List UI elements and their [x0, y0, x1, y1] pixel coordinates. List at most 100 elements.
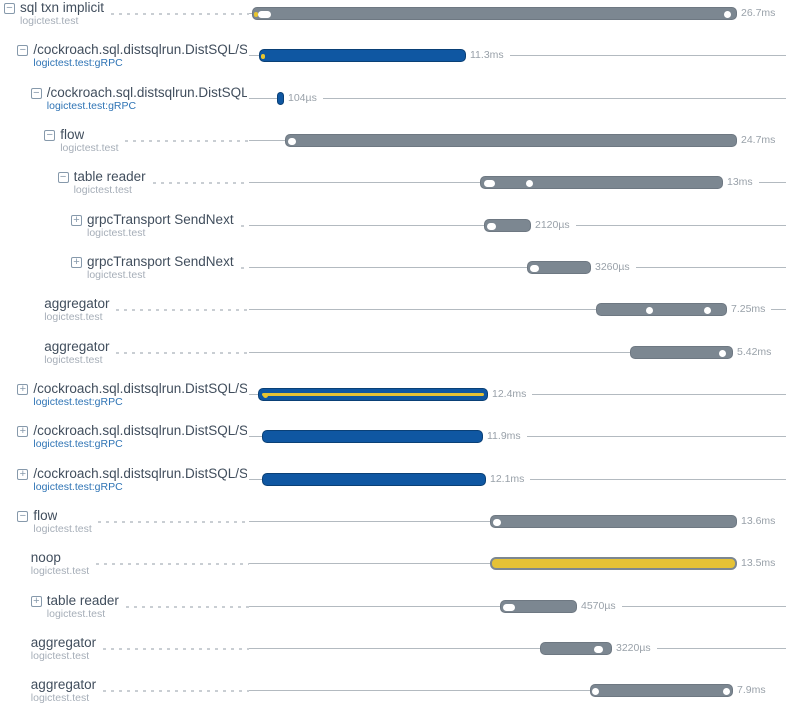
span-duration-bar[interactable]: [490, 514, 737, 528]
span-service-label: logictest.test:gRPC: [46, 99, 137, 112]
expand-icon[interactable]: +: [71, 256, 82, 268]
leading-line: [249, 436, 262, 438]
trailing-line: [532, 393, 786, 395]
trace-row: − /cockroach.sql.distsqlrun.DistSQL/Setu…: [0, 86, 786, 128]
collapse-icon[interactable]: −: [30, 87, 42, 99]
span-duration-bar[interactable]: [277, 91, 284, 105]
duration-label: 104µs: [288, 91, 317, 104]
span-name[interactable]: flow: [60, 127, 85, 142]
span-duration-bar[interactable]: [480, 176, 723, 190]
leader-dashes: [98, 520, 249, 523]
duration-label: 13.5ms: [741, 557, 776, 570]
span-duration-bar[interactable]: [630, 345, 733, 359]
span-name[interactable]: /cockroach.sql.distsqlrun.DistSQL/SetupF…: [33, 43, 247, 58]
span-duration-bar[interactable]: [262, 472, 486, 486]
leading-line: [249, 266, 527, 268]
leading-line: [249, 224, 484, 226]
trailing-line: [657, 647, 786, 649]
leader-dashes: [103, 647, 249, 650]
trailing-line: [323, 97, 786, 99]
span-name[interactable]: sql txn implicit: [20, 1, 105, 15]
span-service-label: logictest.test:gRPC: [33, 480, 123, 493]
span-name[interactable]: /cockroach.sql.distsqlrun.DistSQL/SetupF…: [33, 466, 247, 481]
bar-event-dot: [263, 392, 268, 398]
span-service-label: logictest.test: [20, 15, 79, 27]
expand-icon[interactable]: +: [17, 426, 29, 438]
span-duration-bar[interactable]: [259, 49, 466, 63]
trace-row: aggregator logictest.test 5.42ms: [0, 340, 786, 382]
span-name[interactable]: grpcTransport SendNext: [87, 212, 234, 227]
trailing-line: [622, 605, 786, 607]
leader-dashes: [241, 266, 249, 269]
span-name[interactable]: flow: [33, 508, 58, 523]
expand-icon[interactable]: +: [71, 214, 82, 226]
span-duration-bar[interactable]: [262, 430, 483, 444]
duration-label: 12.4ms: [492, 387, 527, 400]
span-service-label: logictest.test: [30, 692, 90, 705]
span-service-label: logictest.test: [60, 141, 119, 154]
span-duration-bar[interactable]: [590, 684, 733, 698]
span-duration-bar[interactable]: [596, 303, 727, 317]
trailing-line: [759, 182, 786, 184]
trace-row: − /cockroach.sql.distsqlrun.DistSQL/Setu…: [0, 43, 786, 85]
leading-line: [249, 647, 540, 649]
bar-event-dot: [719, 349, 726, 357]
bar-event-dot: [724, 11, 731, 18]
trace-row: + /cockroach.sql.distsqlrun.DistSQL/Setu…: [0, 467, 786, 509]
span-duration-bar[interactable]: [258, 387, 488, 401]
leading-line: [249, 393, 258, 395]
expand-icon[interactable]: +: [30, 595, 42, 607]
bar-event-dot: [487, 222, 496, 230]
bar-event-dot: [594, 645, 603, 653]
span-service-label: logictest.test: [73, 184, 132, 197]
span-duration-bar[interactable]: [540, 641, 612, 655]
trace-row: − sql txn implicit logictest.test 26.7ms: [0, 1, 786, 43]
collapse-icon[interactable]: −: [4, 3, 15, 14]
span-duration-bar[interactable]: [484, 218, 531, 232]
span-name[interactable]: aggregator: [30, 635, 97, 650]
span-name[interactable]: aggregator: [30, 678, 97, 693]
span-service-label: logictest.test: [44, 311, 103, 324]
expand-icon[interactable]: +: [17, 468, 29, 480]
leading-line: [249, 182, 480, 184]
span-service-label: logictest.test: [30, 649, 90, 662]
leading-line: [249, 351, 630, 353]
span-name[interactable]: aggregator: [44, 339, 110, 354]
duration-label: 13ms: [727, 176, 753, 189]
span-name[interactable]: /cockroach.sql.distsqlrun.DistSQL/SetupF…: [33, 381, 247, 396]
trace-row: + grpcTransport SendNext logictest.test …: [0, 255, 786, 297]
bar-event-dot: [723, 688, 730, 696]
duration-label: 2120µs: [535, 218, 570, 231]
leading-line: [249, 605, 500, 607]
trace-row: − flow logictest.test 13.6ms: [0, 509, 786, 551]
span-name[interactable]: table reader: [73, 170, 146, 185]
span-duration-bar[interactable]: [285, 133, 737, 147]
span-service-label: logictest.test: [46, 607, 106, 620]
expand-icon[interactable]: +: [17, 383, 29, 395]
collapse-icon[interactable]: −: [17, 45, 29, 57]
duration-label: 7.25ms: [731, 303, 766, 316]
trailing-line: [527, 436, 786, 438]
span-duration-bar[interactable]: [500, 599, 577, 613]
trace-row: + table reader logictest.test 4570µs: [0, 594, 786, 636]
span-name[interactable]: noop: [30, 551, 61, 566]
span-service-label: logictest.test:gRPC: [33, 395, 123, 408]
span-duration-bar[interactable]: [252, 7, 737, 20]
trailing-line: [636, 266, 786, 268]
span-name[interactable]: grpcTransport SendNext: [87, 254, 234, 269]
span-name[interactable]: table reader: [46, 593, 119, 608]
trace-row: + /cockroach.sql.distsqlrun.DistSQL/Setu…: [0, 382, 786, 424]
leading-line: [249, 309, 596, 311]
span-name[interactable]: aggregator: [44, 297, 110, 312]
span-name[interactable]: /cockroach.sql.distsqlrun.DistSQL/SetupF…: [33, 424, 247, 439]
span-duration-bar[interactable]: [527, 260, 591, 274]
collapse-icon[interactable]: −: [44, 129, 56, 141]
collapse-icon[interactable]: −: [57, 172, 69, 184]
span-name[interactable]: /cockroach.sql.distsqlrun.DistSQL/SetupF…: [46, 85, 247, 100]
trailing-line: [771, 309, 786, 311]
collapse-icon[interactable]: −: [17, 510, 29, 522]
bar-event-dot: [530, 264, 539, 272]
leader-dashes: [126, 605, 249, 608]
span-duration-bar[interactable]: [490, 557, 737, 571]
bar-event-dot: [503, 603, 515, 611]
